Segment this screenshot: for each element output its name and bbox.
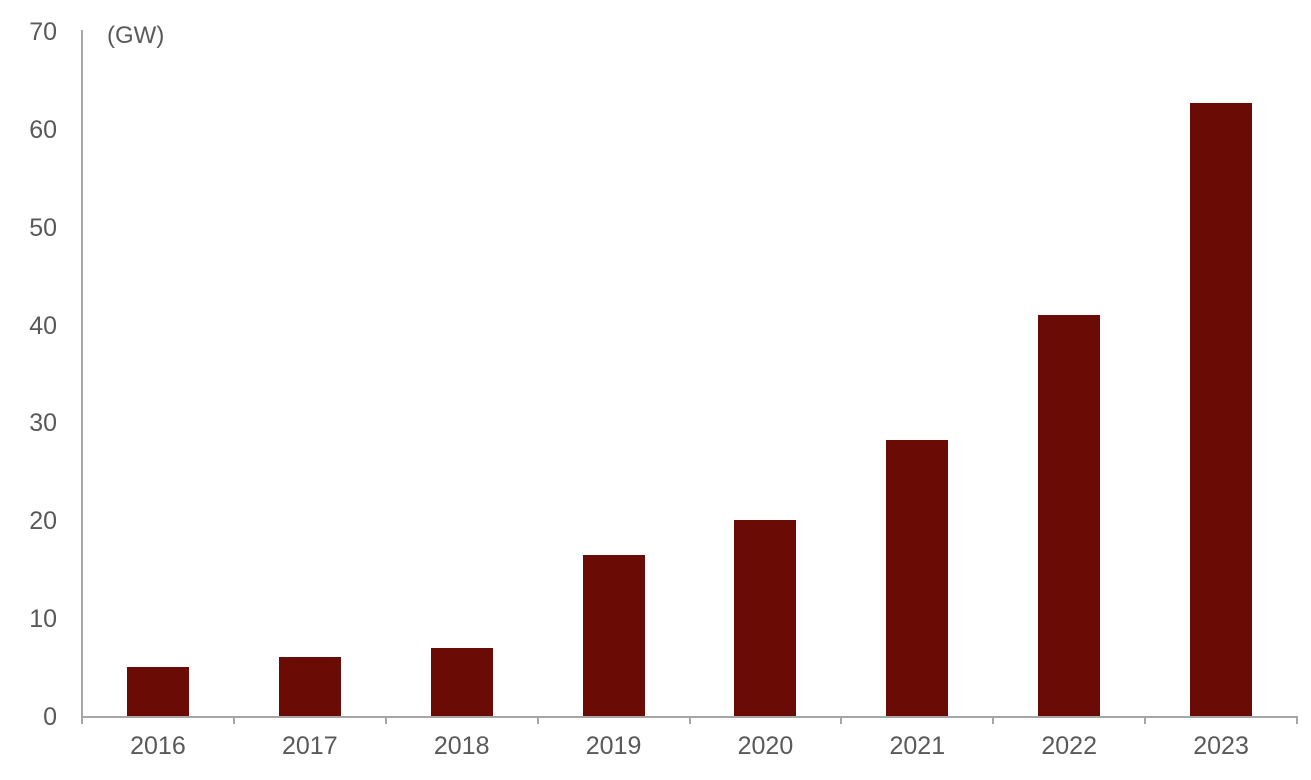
y-tick-label: 40	[29, 311, 57, 340]
x-tick-label: 2023	[1193, 732, 1249, 760]
bar-2017	[278, 657, 341, 716]
y-tick-label: 20	[29, 507, 57, 536]
x-tick-mark	[384, 716, 387, 724]
bar-2021	[886, 440, 949, 716]
x-tick-mark	[840, 716, 843, 724]
x-tick-mark	[232, 716, 235, 724]
y-tick-label: 60	[29, 115, 57, 144]
x-tick-mark	[688, 716, 691, 724]
y-tick-label: 0	[43, 703, 57, 731]
x-tick-label: 2017	[282, 732, 338, 760]
y-axis	[81, 30, 83, 718]
x-tick-label: 2022	[1041, 732, 1097, 760]
bar-2020	[734, 520, 797, 716]
y-tick-label: 70	[29, 18, 57, 46]
x-tick-label: 2020	[737, 732, 794, 760]
x-tick-mark	[992, 716, 995, 724]
bar-2018	[430, 647, 493, 716]
bar-2019	[582, 554, 645, 716]
x-tick-mark	[536, 716, 539, 724]
x-tick-label: 2019	[585, 732, 642, 760]
y-axis-unit-label: (GW)	[107, 22, 165, 49]
y-tick-label: 10	[29, 605, 57, 634]
x-tick-label: 2016	[130, 732, 186, 760]
bar-2023	[1190, 103, 1253, 716]
y-tick-label: 30	[29, 409, 57, 438]
bar-2022	[1038, 314, 1101, 716]
x-tick-label: 2021	[889, 732, 946, 760]
x-tick-label: 2018	[433, 732, 490, 760]
x-tick-mark	[1144, 716, 1147, 724]
x-tick-mark	[1296, 716, 1298, 724]
bar-2016	[126, 667, 189, 716]
x-tick-mark	[81, 716, 83, 724]
y-tick-label: 50	[29, 213, 57, 242]
